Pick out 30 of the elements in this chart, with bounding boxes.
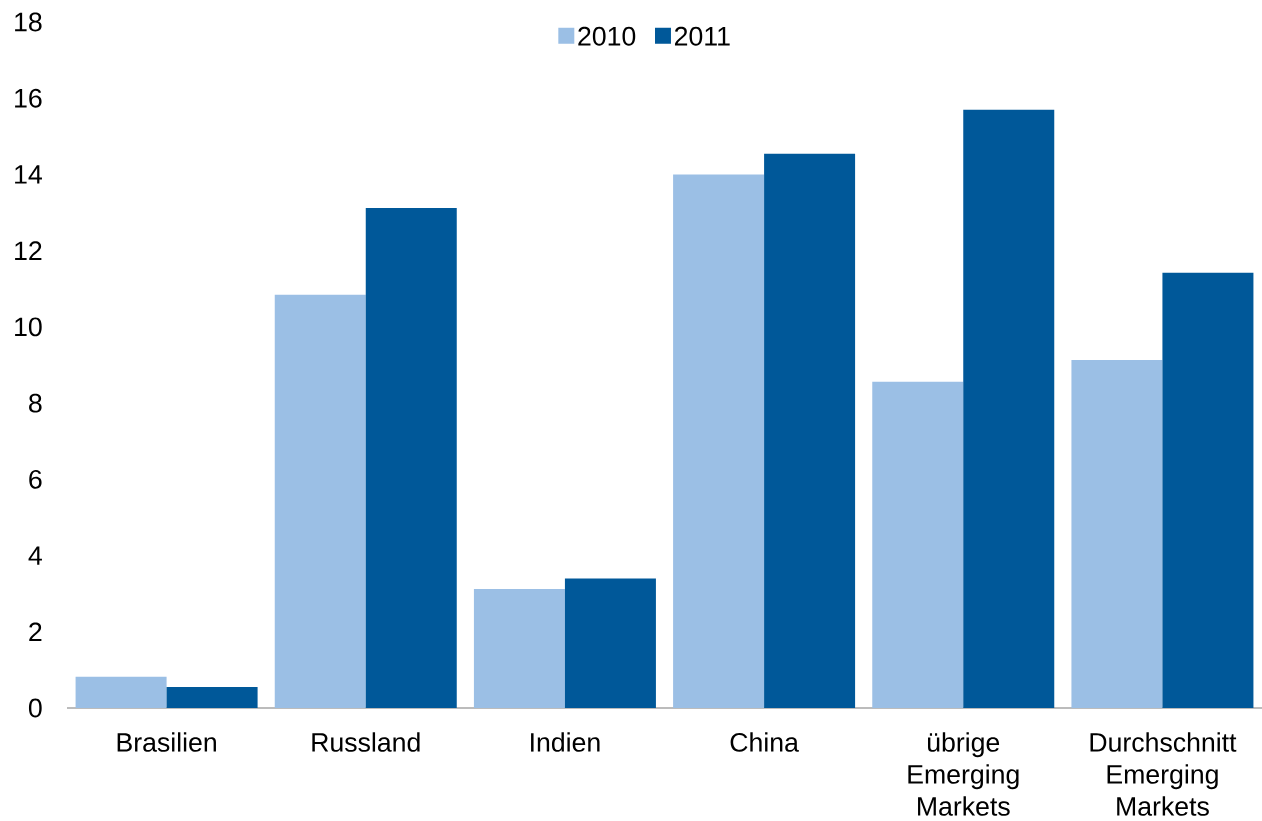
bar bbox=[1071, 360, 1163, 708]
bar bbox=[564, 578, 656, 708]
y-tick-label: 12 bbox=[15, 241, 42, 260]
y-tick-label: 18 bbox=[15, 12, 42, 32]
x-tick-label: China bbox=[730, 732, 799, 752]
bar bbox=[473, 589, 565, 708]
x-tick-label: Brasilien bbox=[117, 732, 216, 752]
legend-label: 2010 bbox=[578, 26, 636, 46]
bar bbox=[764, 153, 856, 708]
x-tick-label: übrige Emerging Markets bbox=[908, 732, 1019, 816]
bar bbox=[872, 381, 964, 708]
y-tick-label: 6 bbox=[29, 469, 42, 489]
y-tick-label: 16 bbox=[15, 88, 42, 108]
bar bbox=[1162, 272, 1254, 708]
y-tick-label: 0 bbox=[28, 698, 42, 718]
bar bbox=[274, 294, 366, 708]
bar bbox=[166, 687, 258, 708]
x-tick-label: Russland bbox=[312, 732, 420, 752]
y-tick-label: 10 bbox=[15, 317, 42, 337]
bar bbox=[963, 109, 1055, 708]
y-tick-label: 2 bbox=[29, 622, 42, 642]
y-tick-label: 4 bbox=[28, 546, 42, 565]
legend-label: 2011 bbox=[674, 26, 730, 46]
bar bbox=[75, 676, 167, 708]
bar bbox=[673, 174, 765, 708]
x-tick-label: Indien bbox=[531, 732, 600, 752]
bar bbox=[365, 207, 457, 708]
y-tick-label: 8 bbox=[29, 393, 42, 413]
x-tick-label: Durchschnitt Emerging Markets bbox=[1090, 732, 1237, 816]
y-tick-label: 14 bbox=[15, 165, 42, 184]
